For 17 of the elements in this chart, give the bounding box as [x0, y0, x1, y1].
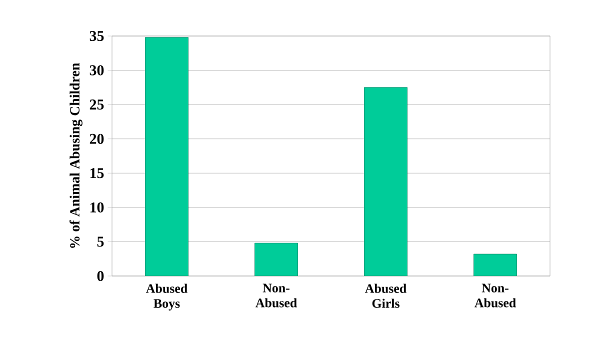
y-tick-label: 15 — [90, 168, 104, 178]
y-tick-label: 35 — [90, 30, 104, 42]
y-tick-label: 5 — [97, 236, 104, 247]
x-tick-label: Abused Girls — [365, 284, 406, 308]
y-tick-label: 10 — [90, 202, 104, 212]
x-tick-label: Non-Abused — [474, 284, 516, 308]
y-tick-label: 20 — [90, 134, 104, 144]
y-tick-label: 25 — [90, 100, 104, 110]
y-tick-label: 30 — [90, 65, 104, 76]
bar — [254, 242, 298, 276]
y-axis-title: % of Animal Abusing Children — [70, 62, 82, 248]
x-tick-label: Abused Boys — [146, 284, 188, 310]
bar — [474, 254, 517, 276]
bar — [364, 87, 408, 276]
bar — [145, 37, 188, 276]
x-tick-label: Non-Abused — [256, 284, 297, 308]
y-tick-label: 0 — [97, 270, 104, 282]
